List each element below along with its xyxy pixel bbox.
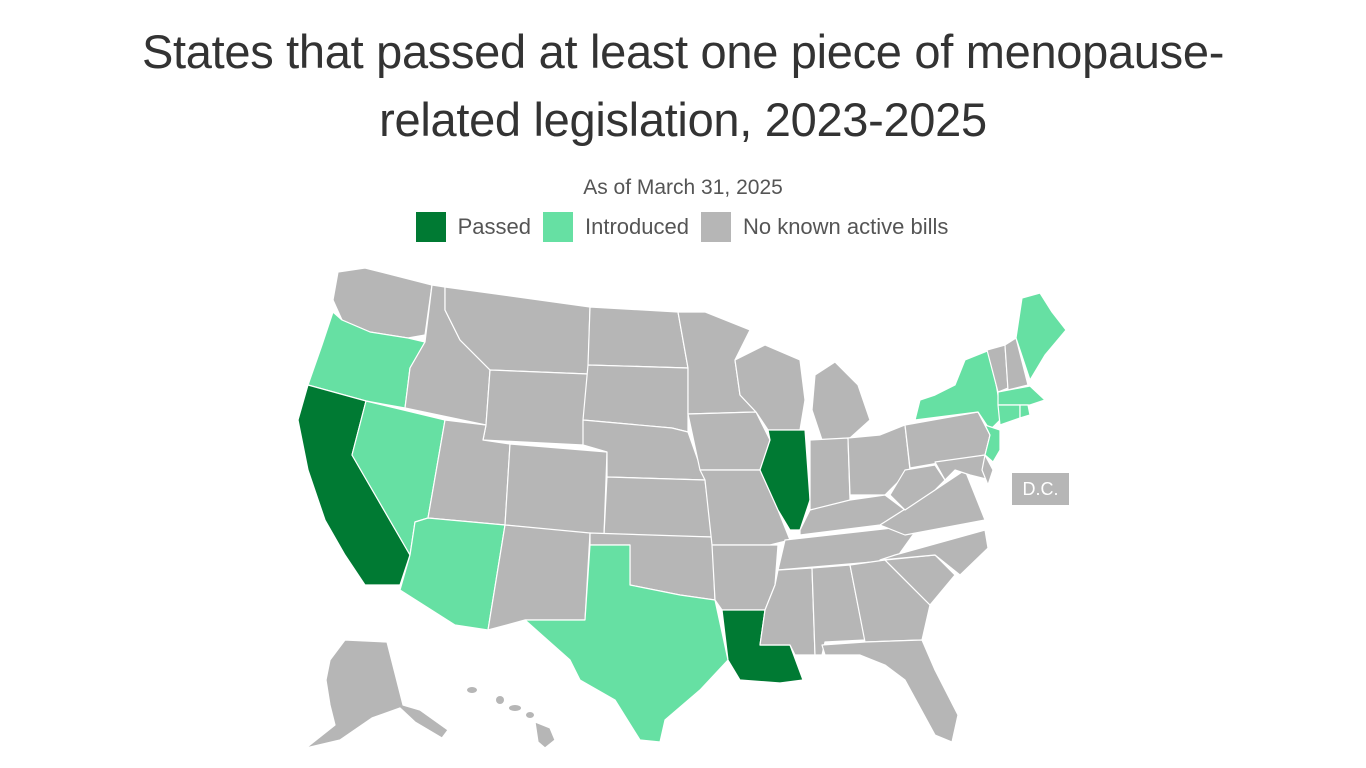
legend-swatch-introduced [542,212,573,242]
state-new-jersey[interactable] [984,424,1001,463]
state-north-dakota[interactable] [587,306,689,369]
state-georgia[interactable] [849,559,931,643]
state-florida[interactable] [821,639,959,743]
state-delaware[interactable] [981,454,994,486]
state-hawaii[interactable] [467,687,556,749]
state-texas[interactable] [524,544,729,743]
chart-title: States that passed at least one piece of… [0,18,1366,154]
legend-item-none: No known active bills [700,212,949,242]
dc-label[interactable]: D.C. [1012,473,1069,505]
state-new-hampshire[interactable] [1004,337,1029,391]
state-north-carolina[interactable] [879,529,989,576]
state-colorado[interactable] [504,443,608,536]
legend-label-none: No known active bills [742,214,949,239]
state-maine[interactable] [1015,292,1067,381]
state-arizona[interactable] [399,517,506,631]
state-michigan[interactable] [811,361,871,441]
legend: Passed Introduced No known active bills [0,212,1366,242]
state-iowa[interactable] [687,411,771,471]
chart-title-line-2: related legislation, 2023-2025 [379,93,987,146]
state-rhode-island[interactable] [1019,404,1031,419]
legend-item-passed: Passed [415,212,531,242]
state-west-virginia[interactable] [889,464,946,511]
legend-item-introduced: Introduced [542,212,689,242]
legend-label-introduced: Introduced [584,214,689,239]
state-connecticut[interactable] [997,404,1021,426]
state-new-mexico[interactable] [487,524,591,631]
legend-swatch-none [700,212,731,242]
state-kansas[interactable] [603,476,713,538]
state-arkansas[interactable] [711,544,779,611]
chart-subtitle: As of March 31, 2025 [583,176,783,199]
state-massachusetts[interactable] [997,385,1046,406]
legend-swatch-passed [415,212,446,242]
chart-title-line-1: States that passed at least one piece of… [141,25,1225,78]
legend-label-passed: Passed [457,214,531,239]
state-illinois[interactable] [759,429,811,531]
state-kentucky[interactable] [799,494,906,536]
state-indiana[interactable] [809,437,851,511]
state-wyoming[interactable] [482,369,589,446]
state-alaska[interactable] [305,639,449,749]
